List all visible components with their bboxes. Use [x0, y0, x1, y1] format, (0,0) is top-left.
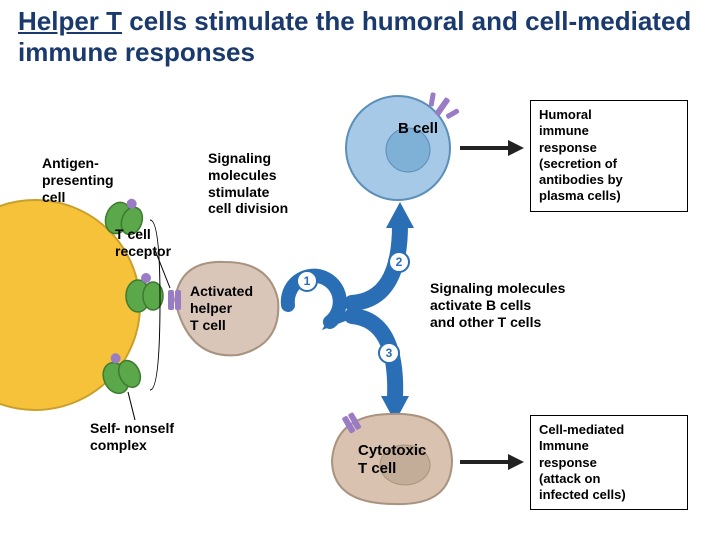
arrow-to-cytotoxic — [352, 316, 409, 422]
bcell-label: B cell — [398, 120, 438, 138]
selfnon-pointer — [128, 392, 135, 420]
cellmed-box: Cell-mediated Immune response (attack on… — [530, 415, 688, 510]
apc-label: Antigen- presenting cell — [42, 155, 114, 205]
selfnon-label: Self- nonself complex — [90, 420, 174, 454]
step-2-marker: 2 — [388, 251, 410, 273]
cytotoxic-label: Cytotoxic T cell — [358, 442, 426, 478]
step-3-marker: 3 — [378, 342, 400, 364]
signaling1-label: Signaling molecules stimulate cell divis… — [208, 150, 288, 217]
arrow-cyto-to-box — [460, 454, 524, 470]
humoral-box: Humoral immune response (secretion of an… — [530, 100, 688, 212]
arrow-bcell-to-box — [460, 140, 524, 156]
signaling2-label: Signaling molecules activate B cells and… — [430, 280, 565, 330]
tcr-label: T cell receptor — [115, 226, 171, 260]
activated-label: Activated helper T cell — [190, 283, 253, 333]
step-1-marker: 1 — [296, 270, 318, 292]
